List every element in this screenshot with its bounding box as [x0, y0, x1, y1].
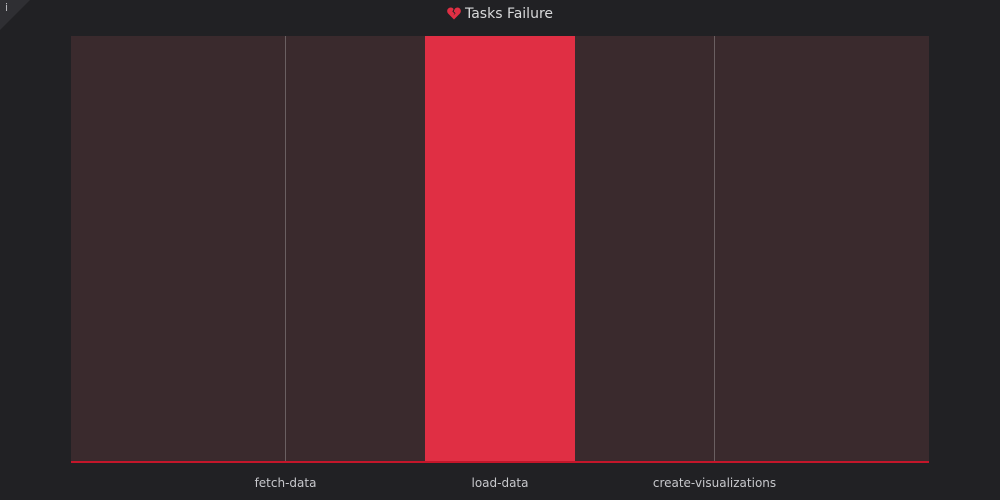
broken-heart-icon — [447, 7, 461, 20]
panel-info-corner[interactable] — [0, 0, 30, 30]
panel-title: Tasks Failure — [464, 6, 554, 22]
x-tick-label-load-data: load-data — [471, 476, 528, 490]
bar-load-data — [425, 36, 575, 462]
info-icon[interactable]: i — [5, 1, 9, 14]
x-tick-label-fetch-data: fetch-data — [255, 476, 317, 490]
x-tick-label-create-visualizations: create-visualizations — [653, 476, 776, 490]
panel-title-bar: Tasks Failure — [0, 4, 1000, 24]
